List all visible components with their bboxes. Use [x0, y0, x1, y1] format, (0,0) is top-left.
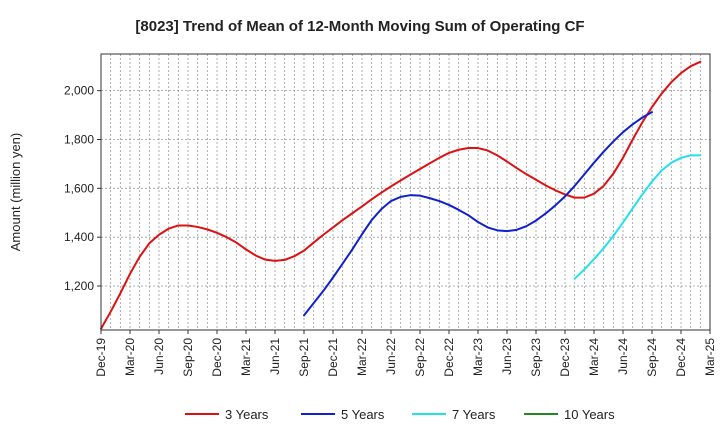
y-tick-label: 2,000 [64, 84, 94, 98]
x-tick-label: Jun-24 [616, 338, 630, 375]
legend: 3 Years 5 Years 7 Years 10 Years [185, 407, 615, 422]
x-tick-label: Sep-22 [413, 338, 427, 377]
x-tick-label: Mar-21 [239, 338, 253, 376]
legend-label: 5 Years [341, 407, 385, 422]
x-tick-label: Dec-22 [442, 338, 456, 377]
x-tick-label: Sep-24 [645, 338, 659, 377]
y-axis-ticks: 1,200 1,400 1,600 1,800 2,000 [64, 84, 101, 293]
x-tick-label: Sep-23 [529, 338, 543, 377]
x-tick-label: Mar-20 [123, 338, 137, 376]
legend-label: 7 Years [452, 407, 496, 422]
x-tick-label: Dec-24 [674, 338, 688, 377]
legend-label: 10 Years [564, 407, 615, 422]
legend-label: 3 Years [225, 407, 269, 422]
x-tick-label: Jun-23 [500, 338, 514, 375]
x-tick-label: Dec-23 [558, 338, 572, 377]
x-tick-label: Dec-21 [326, 338, 340, 377]
y-tick-label: 1,200 [64, 279, 94, 293]
series-line-7-years [573, 154, 702, 280]
series-line-3-years [100, 60, 702, 330]
y-tick-label: 1,600 [64, 181, 94, 195]
y-axis-label: Amount (million yen) [8, 133, 23, 252]
x-tick-label: Sep-20 [181, 338, 195, 377]
x-axis-ticks: Dec-19 Mar-20 Jun-20 Sep-20 Dec-20 Mar-21 Jun-… [94, 330, 717, 377]
x-tick-label: Mar-23 [471, 338, 485, 376]
x-tick-label: Dec-19 [94, 338, 108, 377]
series-layer [100, 60, 702, 330]
x-tick-label: Jun-20 [152, 338, 166, 375]
y-tick-label: 1,400 [64, 230, 94, 244]
x-tick-label: Sep-21 [297, 338, 311, 377]
plot-frame [100, 53, 711, 331]
grid [101, 54, 710, 330]
chart-title: [8023] Trend of Mean of 12-Month Moving … [135, 18, 584, 35]
x-tick-label: Dec-20 [210, 338, 224, 377]
x-tick-label: Jun-21 [268, 338, 282, 375]
x-tick-label: Mar-25 [703, 338, 717, 376]
x-tick-label: Mar-22 [355, 338, 369, 376]
x-tick-label: Mar-24 [587, 338, 601, 376]
x-tick-label: Jun-22 [384, 338, 398, 375]
series-line-5-years [303, 111, 653, 317]
y-tick-label: 1,800 [64, 132, 94, 146]
